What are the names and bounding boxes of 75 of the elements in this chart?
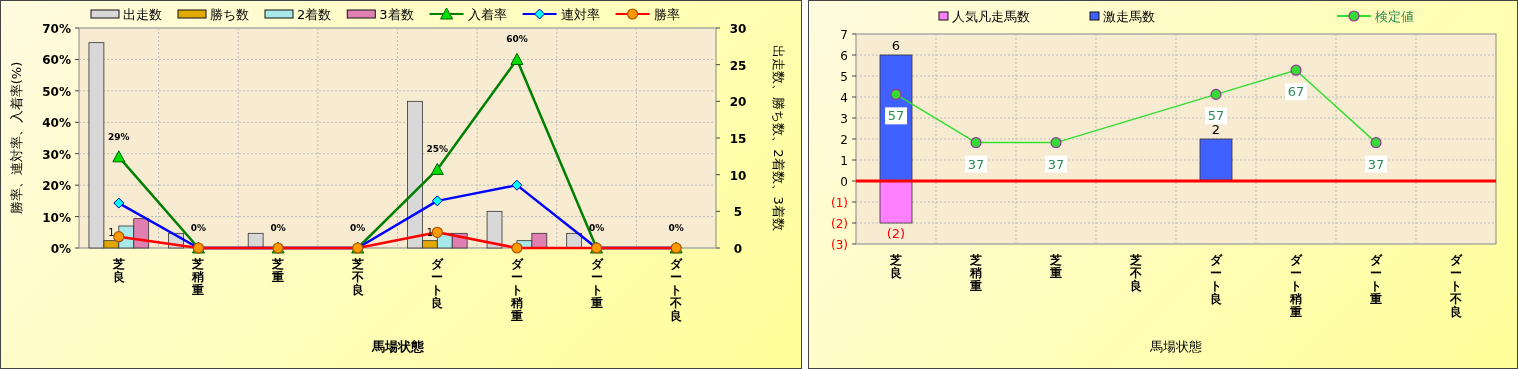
data-label: 0%	[190, 223, 207, 233]
data-label: 37	[1047, 156, 1065, 172]
y-axis-title: 勝率、連対率、入着率(%)	[9, 61, 24, 215]
data-label: 0%	[588, 223, 605, 233]
data-label: 57	[887, 108, 905, 124]
y2-axis-title: 出走数、勝ち数、2着数、3着数	[771, 45, 786, 231]
data-label: 0%	[668, 223, 684, 233]
y-tick-label: 4	[840, 91, 848, 105]
x-tick-label: 芝不良	[1129, 253, 1142, 293]
legend-label: 3着数	[379, 7, 414, 22]
data-label: 57	[1207, 108, 1225, 124]
y-tick-label: 6	[840, 49, 848, 63]
y-tick-label: 3	[840, 112, 848, 126]
legend-label: 出走数	[123, 7, 162, 22]
data-label: 37	[967, 156, 985, 172]
x-tick-label: 芝不良	[350, 257, 364, 297]
legend-label: 連対率	[560, 7, 600, 22]
y2-tick-label: 0	[733, 242, 743, 256]
data-label: 1	[108, 226, 115, 238]
y2-tick-label: 25	[729, 58, 747, 73]
data-label: 0%	[350, 223, 366, 233]
data-label: 37	[1367, 156, 1385, 172]
legend-label: 激走馬数	[1103, 9, 1155, 24]
x-tick-label: 芝良	[889, 253, 902, 280]
y-tick-label: 1	[840, 154, 848, 168]
legend-label: 2着数	[297, 7, 332, 22]
data-label: 1	[426, 226, 434, 238]
data-label: 0%	[270, 223, 286, 233]
y-tick-label: 70%	[42, 22, 71, 36]
y-tick-label: 0%	[50, 242, 71, 256]
legend-label: 検定値	[1375, 9, 1414, 24]
x-tick-label: 芝重	[1049, 253, 1062, 280]
legend-label: 人気凡走馬数	[952, 9, 1030, 24]
y2-tick-label: 15	[729, 132, 747, 146]
data-label: 67	[1287, 84, 1305, 100]
x-tick-label: ダート重	[1369, 253, 1383, 306]
x-tick-label: ダート不良	[669, 257, 684, 323]
x-tick-label: ダート稍重	[509, 257, 524, 323]
y-tick-label: 50%	[42, 84, 71, 99]
y-tick-label: 0	[840, 175, 848, 189]
x-tick-label: 芝稍重	[191, 257, 205, 297]
legend-label: 勝率	[653, 7, 680, 22]
x-axis-title: 馬場状態	[1149, 339, 1202, 354]
y-tick-label: (2)	[831, 217, 848, 231]
x-axis-title: 馬場状態	[370, 339, 425, 354]
y-tick-label: 60%	[42, 53, 71, 68]
data-label: 25%	[426, 144, 449, 155]
y2-tick-label: 10	[729, 168, 747, 183]
legend-label: 勝ち数	[210, 7, 249, 22]
y-tick-label: 40%	[42, 116, 71, 131]
data-label: (2)	[886, 226, 906, 241]
y-tick-label: 10%	[42, 210, 71, 225]
y-tick-label: 7	[840, 28, 848, 42]
data-label: 60%	[506, 34, 528, 45]
x-tick-label: 芝稍重	[969, 253, 982, 293]
y-tick-label: 20%	[42, 179, 71, 194]
data-label: 2	[1211, 122, 1221, 137]
legend-label: 入着率	[467, 7, 507, 22]
y2-tick-label: 5	[733, 205, 743, 220]
y-tick-label: 5	[840, 70, 848, 84]
x-tick-label: ダート重	[589, 257, 604, 310]
data-label: 6	[891, 38, 901, 53]
y-tick-label: (1)	[831, 196, 848, 210]
y-tick-label: 2	[840, 133, 848, 147]
y2-tick-label: 30	[729, 22, 747, 36]
y2-tick-label: 20	[729, 95, 747, 110]
data-label: 29%	[108, 131, 130, 142]
y-tick-label: (3)	[831, 238, 848, 252]
x-tick-label: ダート不良	[1449, 253, 1463, 319]
x-tick-label: ダート良	[431, 257, 445, 310]
y-tick-label: 30%	[42, 147, 71, 162]
x-tick-label: 芝良	[111, 257, 125, 284]
x-tick-label: ダート稍重	[1289, 253, 1303, 319]
x-tick-label: 芝重	[271, 257, 285, 284]
x-tick-label: ダート良	[1210, 253, 1223, 306]
